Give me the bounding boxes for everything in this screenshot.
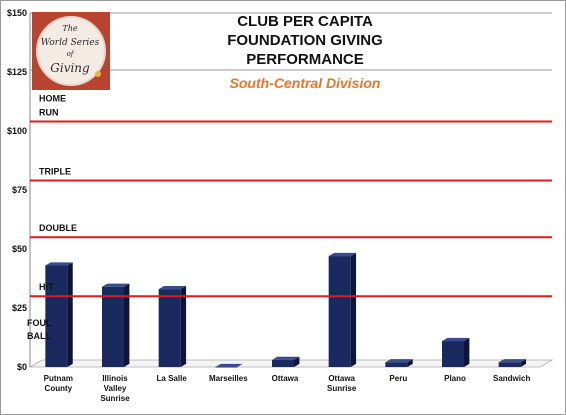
bar xyxy=(158,285,187,367)
foul-ball-label: BALL xyxy=(27,331,51,341)
bar-side xyxy=(520,359,527,367)
bar-top xyxy=(442,337,470,342)
x-category-label: Valley xyxy=(104,384,127,393)
bar-side xyxy=(350,252,357,367)
bar-top xyxy=(272,356,300,360)
bar-front xyxy=(45,265,68,367)
bar xyxy=(442,337,470,367)
x-category-label: Ottawa xyxy=(328,374,355,383)
bar xyxy=(385,359,413,367)
bar xyxy=(498,359,527,367)
bar-top xyxy=(45,262,73,266)
y-tick-label: $75 xyxy=(12,185,27,195)
foul-ball-label: FOUL xyxy=(27,318,52,328)
bar-side xyxy=(407,359,413,367)
bar-side xyxy=(124,283,130,367)
bar-side xyxy=(294,356,300,367)
x-category-label: Marseilles xyxy=(209,374,248,383)
logo-text: Giving xyxy=(50,61,90,75)
chart-title: PERFORMANCE xyxy=(246,51,364,68)
reference-line-label: RUN xyxy=(39,108,59,118)
x-category-label: Sunrise xyxy=(100,394,130,403)
x-category-label: Sandwich xyxy=(493,374,530,383)
reference-line-label: DOUBLE xyxy=(39,223,77,233)
bar-top xyxy=(328,252,357,257)
y-tick-label: $100 xyxy=(7,126,27,136)
x-category-label: Illinois xyxy=(102,374,128,383)
bar-top xyxy=(102,283,130,287)
world-series-of-giving-logo: The World Series of Giving xyxy=(32,12,110,90)
x-category-label: Ottawa xyxy=(272,374,299,383)
bar-top xyxy=(385,359,413,363)
bar xyxy=(102,283,130,367)
logo-text: of xyxy=(67,50,75,58)
y-tick-label: $25 xyxy=(12,303,27,313)
bar xyxy=(215,363,243,368)
bar-side xyxy=(67,262,73,367)
bar-front xyxy=(102,286,124,367)
bar-front xyxy=(385,362,408,367)
bar-front xyxy=(215,367,238,368)
bar-top xyxy=(158,285,187,290)
bar-front xyxy=(158,289,181,367)
y-tick-label: $150 xyxy=(7,8,27,18)
x-category-label: County xyxy=(45,384,73,393)
y-tick-label: $50 xyxy=(12,244,27,254)
bar xyxy=(272,356,300,367)
bar xyxy=(45,262,73,367)
x-category-label: Sunrise xyxy=(327,384,357,393)
logo-text: The xyxy=(62,24,77,33)
rotary-wheel-icon xyxy=(95,71,101,77)
bar-front xyxy=(498,362,521,367)
chart-title: FOUNDATION GIVING xyxy=(227,32,383,49)
reference-line-label: HIT xyxy=(39,282,54,292)
bar xyxy=(328,252,357,367)
reference-line-label: TRIPLE xyxy=(39,167,71,177)
x-category-label: La Salle xyxy=(157,374,188,383)
y-tick-label: $0 xyxy=(17,362,27,372)
bar-front xyxy=(328,256,351,367)
reference-line-label: HOME xyxy=(39,94,66,104)
chart-subtitle: South-Central Division xyxy=(230,75,381,91)
x-category-label: Plano xyxy=(444,374,466,383)
bar-front xyxy=(442,341,464,367)
logo-text: World Series xyxy=(41,38,100,48)
chart-title: CLUB PER CAPITA xyxy=(237,13,373,30)
bar-front xyxy=(272,359,294,367)
y-tick-label: $125 xyxy=(7,67,27,77)
bar-side xyxy=(180,285,187,367)
x-category-label: Putnam xyxy=(44,374,73,383)
bar-top xyxy=(498,359,527,363)
bar-top xyxy=(215,363,243,367)
bar-side xyxy=(464,337,470,367)
x-category-label: Peru xyxy=(389,374,407,383)
